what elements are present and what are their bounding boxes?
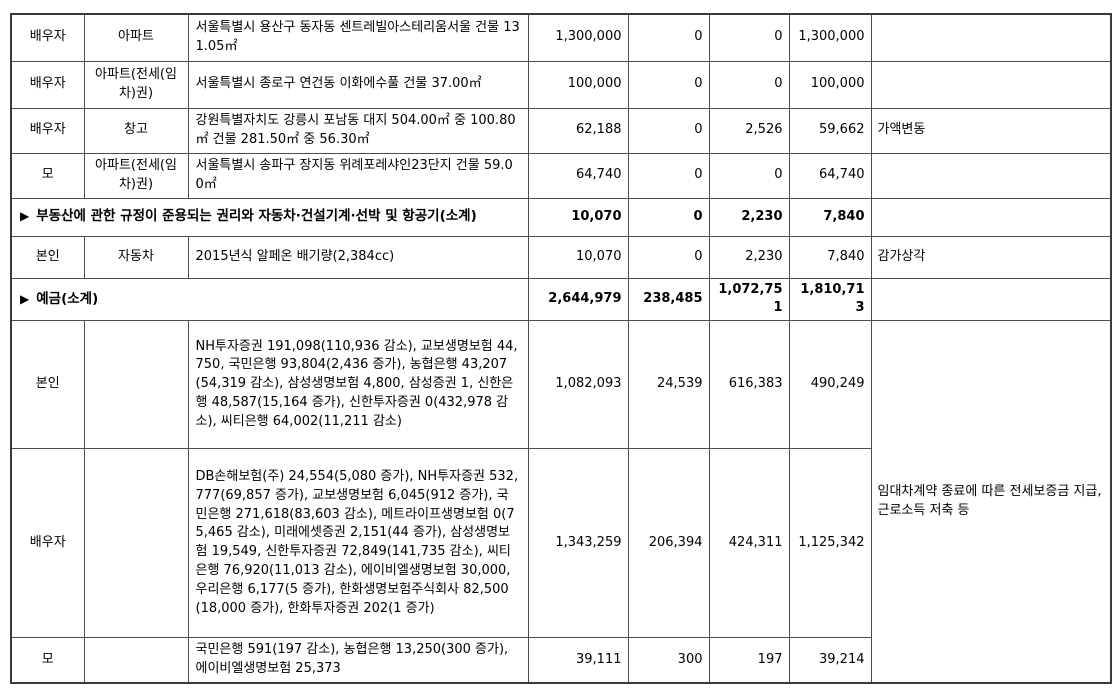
value-cell: 424,311	[708, 448, 790, 639]
relation-cell: 배우자	[10, 13, 85, 62]
relation-cell: 배우자	[10, 448, 85, 639]
value-cell: 64,740	[527, 152, 629, 199]
table-row: 모 국민은행 591(197 감소), 농협은행 13,250(300 증가),…	[10, 637, 1111, 684]
subtotal-value-cell: 0	[627, 197, 710, 237]
subtotal-value-cell: 2,644,979	[527, 277, 629, 322]
table-row: 본인 NH투자증권 191,098(110,936 감소), 교보생명보험 44…	[10, 320, 1112, 684]
table-row: 배우자 아파트(전세(임차)권) 서울특별시 종로구 연건동 이화에수풀 건물 …	[10, 60, 1112, 109]
description-cell: 강원특별자치도 강릉시 포남동 대지 504.00㎡ 중 100.80㎡ 건물 …	[187, 107, 529, 154]
description-cell: 서울특별시 종로구 연건동 이화에수풀 건물 37.00㎡	[187, 60, 529, 109]
value-cell: 197	[708, 637, 790, 684]
value-cell: 0	[627, 235, 710, 279]
merged-remark-cell: 임대차계약 종료에 따른 전세보증금 지급, 근로소득 저축 등	[870, 320, 1112, 684]
value-cell: 1,082,093	[527, 320, 629, 450]
subtotal-value-cell: 7,840	[788, 197, 872, 237]
value-cell: 10,070	[527, 235, 629, 279]
asset-type-cell: 창고	[83, 107, 189, 154]
relation-cell: 본인	[10, 320, 85, 450]
relation-cell: 배우자	[10, 107, 85, 154]
value-cell: 62,188	[527, 107, 629, 154]
remark-cell	[870, 197, 1112, 237]
value-cell: 490,249	[788, 320, 872, 450]
asset-declaration-page: 배우자 아파트 서울특별시 용산구 동자동 센트레빌아스테리움서울 건물 131…	[10, 13, 1112, 684]
section-subtotal-row: ▶ 부동산에 관한 규정이 준용되는 권리와 자동차·건설기계·선박 및 항공기(…	[10, 197, 1112, 237]
description-cell: 서울특별시 송파구 장지동 위례포레샤인23단지 건물 59.00㎡	[187, 152, 529, 199]
section-marker-icon: ▶	[20, 291, 30, 306]
value-cell: 64,740	[788, 152, 872, 199]
value-cell: 0	[708, 60, 790, 109]
asset-type-cell: 아파트	[83, 13, 189, 62]
section-marker-icon: ▶	[20, 209, 30, 224]
section-title-cell: ▶ 부동산에 관한 규정이 준용되는 권리와 자동차·건설기계·선박 및 항공기(…	[10, 197, 529, 237]
asset-table: 배우자 아파트 서울특별시 용산구 동자동 센트레빌아스테리움서울 건물 131…	[10, 13, 1112, 684]
value-cell: 24,539	[627, 320, 710, 450]
subtotal-value-cell: 2,230	[708, 197, 790, 237]
remark-cell	[870, 152, 1112, 199]
description-cell: 서울특별시 용산구 동자동 센트레빌아스테리움서울 건물 131.05㎡	[187, 13, 529, 62]
value-cell: 39,214	[788, 637, 872, 684]
value-cell: 0	[708, 13, 790, 62]
value-cell: 2,230	[708, 235, 790, 279]
remark-cell: 감가상각	[870, 235, 1112, 279]
value-cell: 0	[627, 107, 710, 154]
value-cell: 616,383	[708, 320, 790, 450]
table-row: 본인 자동차 2015년식 알페온 배기량(2,384cc) 10,070 0 …	[10, 235, 1112, 279]
relation-cell: 본인	[10, 235, 85, 279]
value-cell: 1,125,342	[788, 448, 872, 639]
remark-cell	[870, 277, 1112, 322]
subtotal-value-cell: 1,072,751	[708, 277, 790, 322]
value-cell: 59,662	[788, 107, 872, 154]
value-cell: 1,300,000	[788, 13, 872, 62]
asset-type-cell: 아파트(전세(임차)권)	[83, 60, 189, 109]
value-cell: 206,394	[627, 448, 710, 639]
value-cell: 0	[627, 13, 710, 62]
relation-cell: 모	[10, 152, 85, 199]
value-cell: 1,300,000	[527, 13, 629, 62]
remark-cell	[870, 60, 1112, 109]
description-cell: DB손해보험(주) 24,554(5,080 증가), NH투자증권 532,7…	[187, 448, 529, 639]
value-cell: 0	[627, 152, 710, 199]
remark-cell	[870, 13, 1112, 62]
asset-type-cell	[83, 637, 189, 684]
description-cell: 2015년식 알페온 배기량(2,384cc)	[187, 235, 529, 279]
section-subtotal-row: ▶ 예금(소계) 2,644,979 238,485 1,072,751 1,81…	[10, 277, 1112, 322]
value-cell: 39,111	[527, 637, 629, 684]
asset-type-cell	[83, 448, 189, 639]
value-cell: 100,000	[788, 60, 872, 109]
value-cell: 0	[708, 152, 790, 199]
value-cell: 2,526	[708, 107, 790, 154]
table-row: 배우자 DB손해보험(주) 24,554(5,080 증가), NH투자증권 5…	[10, 448, 1111, 639]
value-cell: 7,840	[788, 235, 872, 279]
asset-type-cell	[83, 320, 189, 450]
value-cell: 0	[627, 60, 710, 109]
subtotal-value-cell: 10,070	[527, 197, 629, 237]
table-row: 모 아파트(전세(임차)권) 서울특별시 송파구 장지동 위례포레샤인23단지 …	[10, 152, 1112, 199]
asset-type-cell: 아파트(전세(임차)권)	[83, 152, 189, 199]
table-row: 배우자 창고 강원특별자치도 강릉시 포남동 대지 504.00㎡ 중 100.…	[10, 107, 1112, 154]
section-title-cell: ▶ 예금(소계)	[10, 277, 529, 322]
relation-cell: 배우자	[10, 60, 85, 109]
value-cell: 1,343,259	[527, 448, 629, 639]
asset-type-cell: 자동차	[83, 235, 189, 279]
subtotal-value-cell: 238,485	[627, 277, 710, 322]
section-title: 예금(소계)	[36, 290, 99, 307]
section-title: 부동산에 관한 규정이 준용되는 권리와 자동차·건설기계·선박 및 항공기(소…	[36, 208, 477, 225]
description-cell: NH투자증권 191,098(110,936 감소), 교보생명보험 44,75…	[187, 320, 529, 450]
table-row: 배우자 아파트 서울특별시 용산구 동자동 센트레빌아스테리움서울 건물 131…	[10, 13, 1112, 62]
value-cell: 300	[627, 637, 710, 684]
remark-cell: 가액변동	[870, 107, 1112, 154]
value-cell: 100,000	[527, 60, 629, 109]
description-cell: 국민은행 591(197 감소), 농협은행 13,250(300 증가), 에…	[187, 637, 529, 684]
subtotal-value-cell: 1,810,713	[788, 277, 872, 322]
relation-cell: 모	[10, 637, 85, 684]
